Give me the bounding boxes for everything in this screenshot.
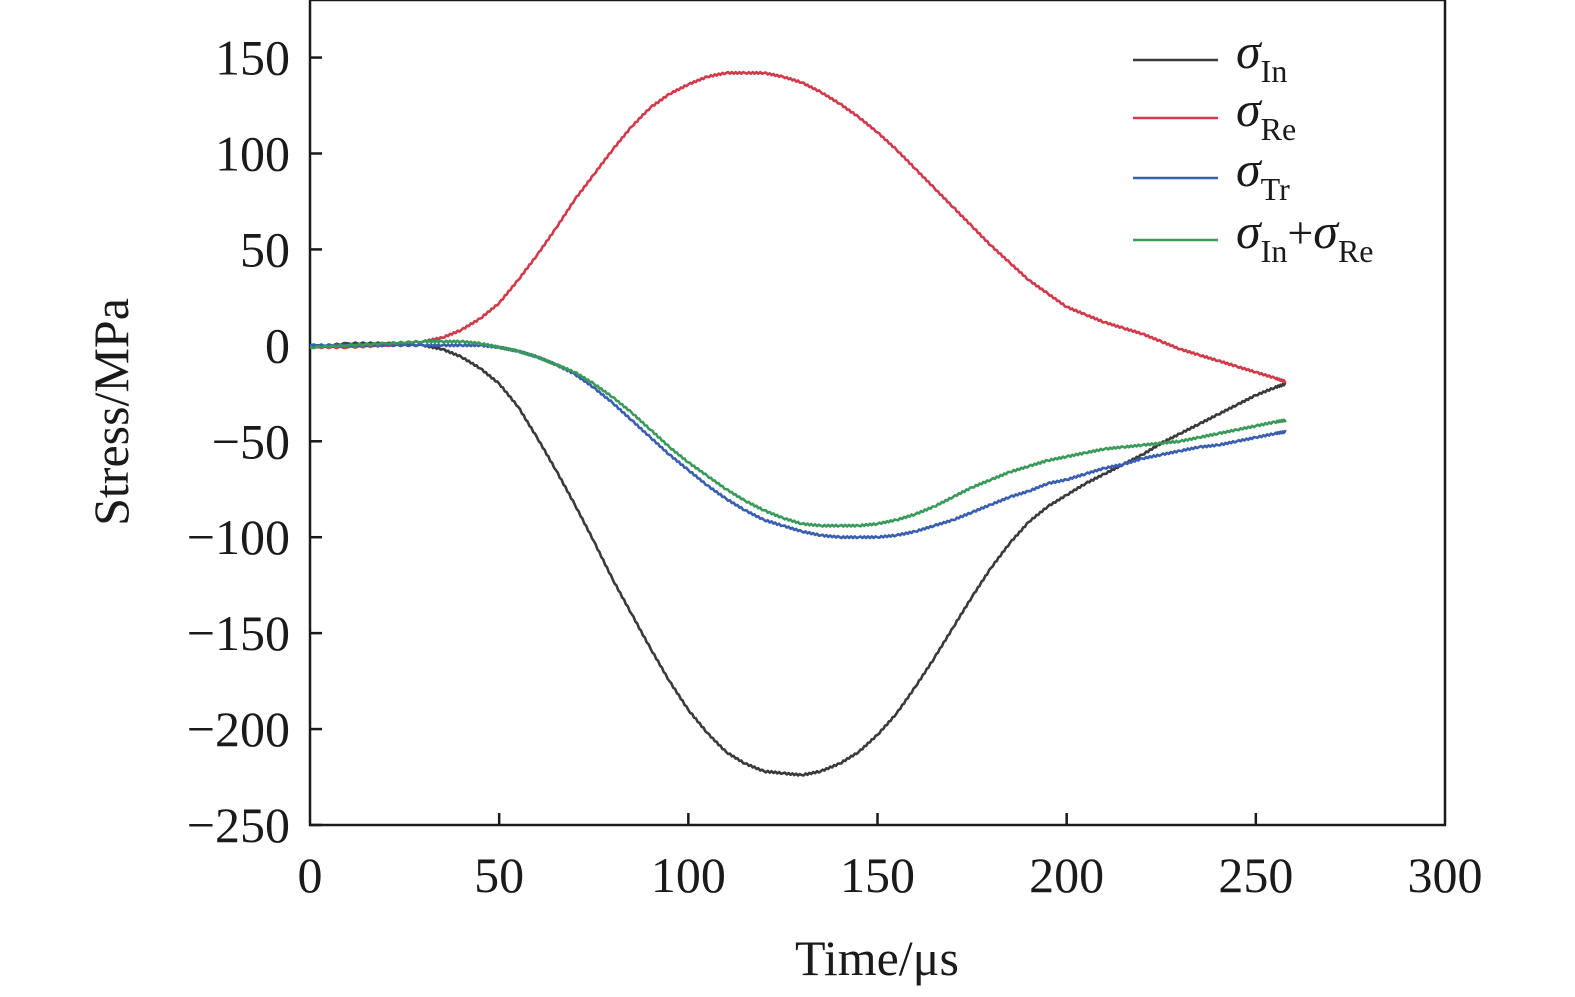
legend-label-1: σIn [1236, 23, 1287, 89]
y-tick-label: 0 [265, 317, 290, 373]
y-tick-label: −150 [187, 605, 290, 661]
x-tick-label: 200 [1029, 847, 1104, 903]
x-tick-label: 50 [474, 847, 524, 903]
legend-label-4: σIn+σRe [1236, 203, 1374, 269]
y-tick-label: 150 [215, 30, 290, 86]
y-tick-label: −100 [187, 509, 290, 565]
series-group [309, 70, 1287, 777]
y-tick-label: −200 [187, 701, 290, 757]
y-tick-label: −250 [187, 797, 290, 853]
legend-label-3: σTr [1236, 141, 1290, 207]
series-line-1 [309, 341, 1287, 777]
y-axis: 150 100 50 0 −50 −100 −150 −200 −250 [187, 30, 322, 853]
x-axis-title: Time/μs [795, 930, 959, 986]
legend-label-2: σRe [1236, 81, 1296, 147]
x-tick-label: 100 [651, 847, 726, 903]
y-tick-label: −50 [212, 413, 290, 469]
y-axis-title: Stress/MPa [83, 298, 139, 526]
x-tick-label: 0 [298, 847, 323, 903]
x-tick-label: 250 [1218, 847, 1293, 903]
series-line-3 [309, 343, 1287, 540]
x-axis: 0 50 100 150 200 250 300 [298, 813, 1483, 903]
series-line-4 [309, 339, 1287, 528]
x-tick-label: 300 [1408, 847, 1483, 903]
x-tick-label: 150 [840, 847, 915, 903]
y-tick-label: 50 [240, 221, 290, 277]
y-tick-label: 100 [215, 125, 290, 181]
series-line-2 [309, 70, 1287, 384]
